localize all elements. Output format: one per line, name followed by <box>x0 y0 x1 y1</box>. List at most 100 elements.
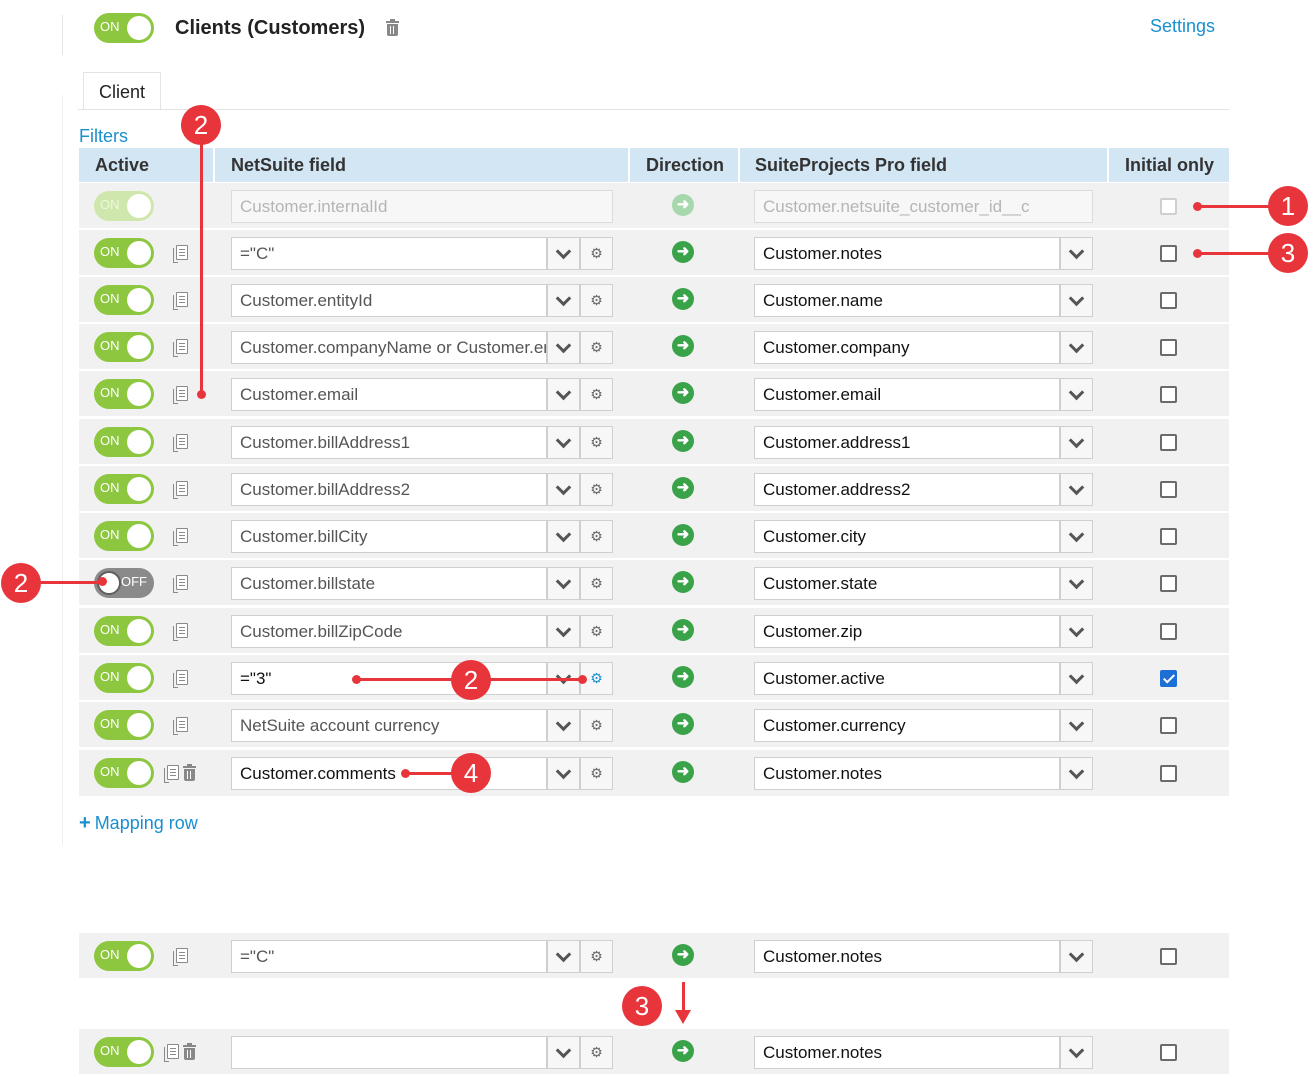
chevron-down-icon[interactable] <box>1060 237 1093 270</box>
trash-icon[interactable] <box>183 764 196 781</box>
copy-icon[interactable] <box>173 717 188 735</box>
filters-link[interactable]: Filters <box>79 126 128 146</box>
chevron-down-icon[interactable] <box>547 567 580 600</box>
copy-icon[interactable] <box>164 1044 179 1062</box>
gear-icon[interactable]: ⚙ <box>580 331 613 364</box>
copy-icon[interactable] <box>173 339 188 357</box>
chevron-down-icon[interactable] <box>1060 709 1093 742</box>
chevron-down-icon[interactable] <box>1060 615 1093 648</box>
gear-icon[interactable]: ⚙ <box>580 615 613 648</box>
copy-icon[interactable] <box>173 292 188 310</box>
netsuite-field-input[interactable]: Customer.comments <box>231 757 547 790</box>
row-active-toggle[interactable]: ON <box>94 238 154 268</box>
netsuite-field-input[interactable]: Customer.entityId <box>231 284 547 317</box>
chevron-down-icon[interactable] <box>547 757 580 790</box>
netsuite-field-input[interactable]: ="C" <box>231 940 547 973</box>
copy-icon[interactable] <box>173 245 188 263</box>
copy-icon[interactable] <box>173 575 188 593</box>
direction-arrow-icon[interactable]: ➜ <box>672 241 694 263</box>
add-mapping-row-link[interactable]: + Mapping row <box>79 812 198 835</box>
direction-arrow-icon[interactable]: ➜ <box>672 1040 694 1062</box>
chevron-down-icon[interactable] <box>547 709 580 742</box>
suiteprojects-field-input[interactable]: Customer.notes <box>754 1036 1060 1069</box>
direction-arrow-icon[interactable]: ➜ <box>672 619 694 641</box>
netsuite-field-input[interactable]: Customer.companyName or Customer.entityI… <box>231 331 547 364</box>
suiteprojects-field-input[interactable]: Customer.email <box>754 378 1060 411</box>
chevron-down-icon[interactable] <box>547 1036 580 1069</box>
initial-only-checkbox[interactable] <box>1160 386 1177 403</box>
initial-only-checkbox[interactable] <box>1160 575 1177 592</box>
netsuite-field-input[interactable] <box>231 1036 547 1069</box>
suiteprojects-field-input[interactable]: Customer.company <box>754 331 1060 364</box>
chevron-down-icon[interactable] <box>547 940 580 973</box>
initial-only-checkbox[interactable] <box>1160 765 1177 782</box>
initial-only-checkbox[interactable] <box>1160 670 1177 687</box>
gear-icon[interactable]: ⚙ <box>580 567 613 600</box>
chevron-down-icon[interactable] <box>1060 284 1093 317</box>
suiteprojects-field-input[interactable]: Customer.city <box>754 520 1060 553</box>
row-active-toggle[interactable]: ON <box>94 758 154 788</box>
initial-only-checkbox[interactable] <box>1160 339 1177 356</box>
direction-arrow-icon[interactable]: ➜ <box>672 761 694 783</box>
row-active-toggle[interactable]: ON <box>94 521 154 551</box>
chevron-down-icon[interactable] <box>547 520 580 553</box>
initial-only-checkbox[interactable] <box>1160 245 1177 262</box>
initial-only-checkbox[interactable] <box>1160 717 1177 734</box>
section-enable-toggle[interactable]: ON <box>94 13 154 43</box>
chevron-down-icon[interactable] <box>1060 520 1093 553</box>
row-active-toggle[interactable]: ON <box>94 379 154 409</box>
row-active-toggle[interactable]: ON <box>94 663 154 693</box>
initial-only-checkbox[interactable] <box>1160 292 1177 309</box>
row-active-toggle[interactable]: ON <box>94 616 154 646</box>
initial-only-checkbox[interactable] <box>1160 528 1177 545</box>
gear-icon[interactable]: ⚙ <box>580 237 613 270</box>
chevron-down-icon[interactable] <box>547 331 580 364</box>
row-active-toggle[interactable]: ON <box>94 941 154 971</box>
row-active-toggle[interactable]: ON <box>94 710 154 740</box>
copy-icon[interactable] <box>173 434 188 452</box>
chevron-down-icon[interactable] <box>547 378 580 411</box>
chevron-down-icon[interactable] <box>1060 426 1093 459</box>
chevron-down-icon[interactable] <box>1060 378 1093 411</box>
initial-only-checkbox[interactable] <box>1160 1044 1177 1061</box>
initial-only-checkbox[interactable] <box>1160 948 1177 965</box>
row-active-toggle[interactable]: ON <box>94 1037 154 1067</box>
netsuite-field-input[interactable]: ="C" <box>231 237 547 270</box>
chevron-down-icon[interactable] <box>547 426 580 459</box>
gear-icon[interactable]: ⚙ <box>580 284 613 317</box>
suiteprojects-field-input[interactable]: Customer.notes <box>754 940 1060 973</box>
tab-client[interactable]: Client <box>83 72 161 110</box>
initial-only-checkbox[interactable] <box>1160 623 1177 640</box>
chevron-down-icon[interactable] <box>1060 757 1093 790</box>
direction-arrow-icon[interactable]: ➜ <box>672 288 694 310</box>
chevron-down-icon[interactable] <box>1060 473 1093 506</box>
suiteprojects-field-input[interactable]: Customer.currency <box>754 709 1060 742</box>
chevron-down-icon[interactable] <box>1060 1036 1093 1069</box>
suiteprojects-field-input[interactable]: Customer.address1 <box>754 426 1060 459</box>
chevron-down-icon[interactable] <box>547 284 580 317</box>
suiteprojects-field-input[interactable]: Customer.name <box>754 284 1060 317</box>
gear-icon[interactable]: ⚙ <box>580 709 613 742</box>
trash-icon[interactable] <box>183 1043 196 1060</box>
initial-only-checkbox[interactable] <box>1160 434 1177 451</box>
direction-arrow-icon[interactable]: ➜ <box>672 524 694 546</box>
row-active-toggle[interactable]: ON <box>94 474 154 504</box>
copy-icon[interactable] <box>173 528 188 546</box>
gear-icon[interactable]: ⚙ <box>580 1036 613 1069</box>
row-active-toggle[interactable]: ON <box>94 332 154 362</box>
copy-icon[interactable] <box>173 670 188 688</box>
netsuite-field-input[interactable]: Customer.billZipCode <box>231 615 547 648</box>
chevron-down-icon[interactable] <box>547 237 580 270</box>
direction-arrow-icon[interactable]: ➜ <box>672 713 694 735</box>
direction-arrow-icon[interactable]: ➜ <box>672 430 694 452</box>
netsuite-field-input[interactable]: Customer.billstate <box>231 567 547 600</box>
chevron-down-icon[interactable] <box>1060 331 1093 364</box>
gear-icon[interactable]: ⚙ <box>580 426 613 459</box>
trash-icon[interactable] <box>386 19 399 36</box>
direction-arrow-icon[interactable]: ➜ <box>672 477 694 499</box>
netsuite-field-input[interactable]: Customer.billAddress2 <box>231 473 547 506</box>
suiteprojects-field-input[interactable]: Customer.state <box>754 567 1060 600</box>
gear-icon[interactable]: ⚙ <box>580 757 613 790</box>
direction-arrow-icon[interactable]: ➜ <box>672 335 694 357</box>
netsuite-field-input[interactable]: NetSuite account currency <box>231 709 547 742</box>
